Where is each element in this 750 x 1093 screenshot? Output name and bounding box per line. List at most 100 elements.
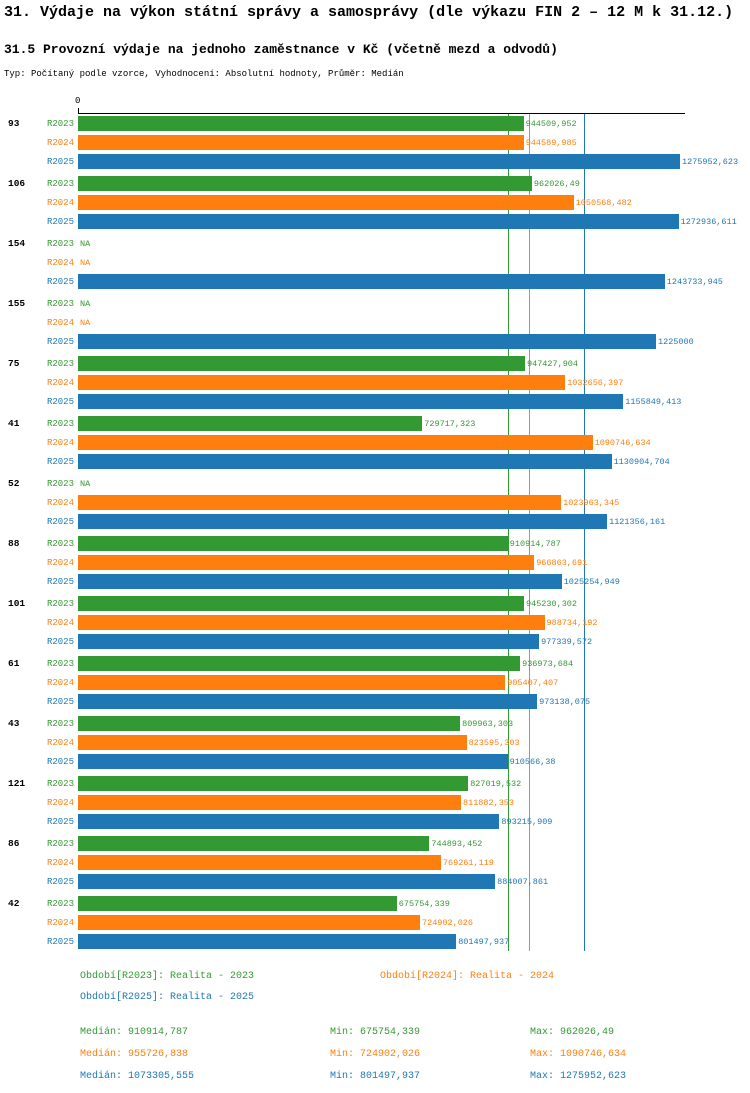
bar-R2025-155 [78,334,656,349]
bar-R2024-43 [78,735,467,750]
bar-row: R2025 893215,909 [0,812,750,831]
bar-value-label: 1121356,161 [609,516,666,527]
bar-value-label: 936973,684 [522,658,574,669]
bar-area: NA [78,258,750,268]
bar-area: 962026,49 [78,176,750,191]
bar-row: R2025 973138,075 [0,692,750,711]
bar-row: 42 R2023 675754,339 [0,894,750,913]
bar-R2025-61 [78,694,538,709]
bar-R2025-41 [78,454,612,469]
bar-row: R2024 905407,407 [0,673,750,692]
series-label: R2023 [46,178,74,189]
stats-row-r2025: Medián: 1073305,555 Min: 801497,937 Max:… [0,1071,750,1093]
na-label: NA [80,317,91,328]
chart-footer: Období[R2023]: Realita - 2023 Období[R20… [0,971,750,1093]
group-id-label: 43 [8,718,20,729]
bar-row: 52 R2023 NA [0,474,750,493]
bar-row: R2024 NA [0,253,750,272]
bar-row: R2024 1023963,345 [0,493,750,512]
bar-R2023-106 [78,176,532,191]
bar-R2025-154 [78,274,665,289]
bar-value-label: 811882,353 [463,797,515,808]
report-title: 31. Výdaje na výkon státní správy a samo… [4,4,734,21]
bar-area: 1023963,345 [78,495,750,510]
bar-area: 801497,937 [78,934,750,949]
series-label: R2024 [46,737,74,748]
bar-group-42: 42 R2023 675754,339 R2024 724902,026 R2025 801… [0,894,750,951]
bar-group-86: 86 R2023 744893,452 R2024 769261,119 R2025 884… [0,834,750,891]
bar-area: NA [78,318,750,328]
series-label: R2025 [46,756,74,767]
stat-median: Medián: 1073305,555 [80,1071,195,1082]
series-label: R2023 [46,598,74,609]
series-label: R2025 [46,696,74,707]
bar-area: 988734,192 [78,615,750,630]
series-label: R2023 [46,358,74,369]
bar-area: 936973,684 [78,656,750,671]
series-label: R2025 [46,216,74,227]
bar-row: 154 R2023 NA [0,234,750,253]
series-label: R2023 [46,538,74,549]
series-label: R2025 [46,276,74,287]
bar-R2025-42 [78,934,457,949]
bar-R2024-93 [78,135,524,150]
bar-group-154: 154 R2023 NA R2024 NA R2025 1243733,945 [0,234,750,291]
bar-group-61: 61 R2023 936973,684 R2024 905407,407 R2025 973… [0,654,750,711]
bar-R2024-41 [78,435,593,450]
bar-area: 729717,323 [78,416,750,431]
bar-area: 947427,904 [78,356,750,371]
report-page: 31. Výdaje na výkon státní správy a samo… [0,4,750,1093]
axis-line [78,113,685,114]
bar-value-label: 893215,909 [501,816,553,827]
bar-area: 910914,787 [78,536,750,551]
na-label: NA [80,298,91,309]
series-label: R2025 [46,936,74,947]
bar-R2023-101 [78,596,524,611]
bar-area: 1155849,413 [78,394,750,409]
stat-max: Max: 1275952,623 [530,1071,627,1082]
bar-area: 910566,38 [78,754,750,769]
bar-R2025-93 [78,154,680,169]
bar-value-label: 1155849,413 [625,396,682,407]
bar-R2024-88 [78,555,535,570]
series-label: R2023 [46,718,74,729]
bar-value-label: 675754,339 [398,898,450,909]
bar-R2025-43 [78,754,508,769]
bar-R2023-86 [78,836,430,851]
bar-row: 86 R2023 744893,452 [0,834,750,853]
axis-tick [78,108,79,113]
bar-value-label: 1272936,611 [680,216,737,227]
series-label: R2023 [46,298,74,309]
median-line-R2024 [528,114,530,951]
bar-row: R2025 1025254,949 [0,572,750,591]
series-label: R2024 [46,557,74,568]
series-label: R2023 [46,658,74,669]
bar-area: 1090746,634 [78,435,750,450]
stats-row-r2023: Medián: 910914,787 Min: 675754,339 Max: … [0,1027,750,1049]
bar-R2023-93 [78,116,524,131]
bar-row: R2025 1225000 [0,332,750,351]
bar-value-label: 724902,026 [422,917,474,928]
group-id-label: 121 [8,778,26,789]
series-label: R2024 [46,137,74,148]
group-id-label: 93 [8,118,20,129]
bar-row: 155 R2023 NA [0,294,750,313]
series-label: R2025 [46,336,74,347]
bar-R2024-52 [78,495,562,510]
bar-R2023-43 [78,716,461,731]
stat-max: Max: 1090746,634 [530,1049,627,1060]
group-id-label: 75 [8,358,20,369]
bar-value-label: 823595,303 [468,737,520,748]
bar-group-41: 41 R2023 729717,323 R2024 1090746,634 R2025 11… [0,414,750,471]
group-id-label: 155 [8,298,26,309]
legend-item-r2025: Období[R2025]: Realita - 2025 [80,992,255,1003]
bar-area: 1275952,623 [78,154,750,169]
na-label: NA [80,257,91,268]
bar-R2023-42 [78,896,397,911]
bar-value-label: 977339,572 [541,636,593,647]
bar-value-label: 884007,861 [497,876,549,887]
series-label: R2023 [46,898,74,909]
bar-row: 75 R2023 947427,904 [0,354,750,373]
bar-row: R2024 724902,026 [0,913,750,932]
group-id-label: 42 [8,898,20,909]
